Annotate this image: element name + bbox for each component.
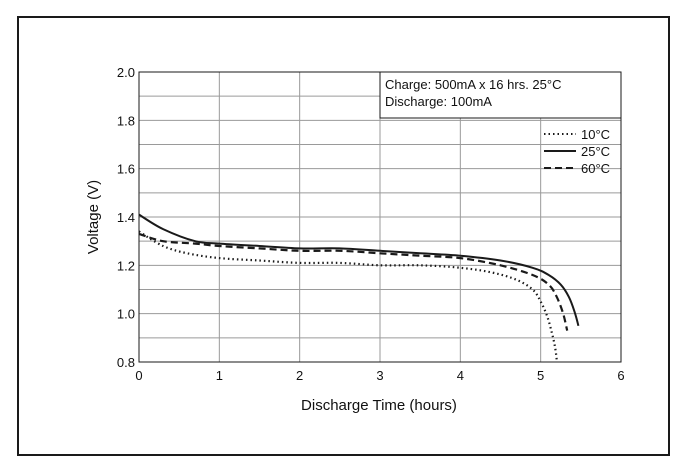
- y-tick-label: 0.8: [117, 355, 135, 370]
- series-lines: [138, 213, 580, 360]
- x-tick-label: 4: [457, 368, 464, 383]
- y-tick-label: 1.6: [117, 162, 135, 177]
- x-axis-title: Discharge Time (hours): [301, 397, 457, 414]
- y-tick-label: 1.0: [117, 307, 135, 322]
- x-tick-label: 3: [376, 368, 383, 383]
- annotation-charge: Charge: 500mA x 16 hrs. 25°C: [385, 77, 561, 92]
- x-tick-label: 2: [296, 368, 303, 383]
- x-tick-label: 5: [537, 368, 544, 383]
- annotation-discharge: Discharge: 100mA: [385, 94, 492, 109]
- y-tick-label: 1.2: [117, 258, 135, 273]
- legend-label-dashed: 60°C: [581, 161, 610, 176]
- series-line-solid: [138, 213, 580, 327]
- grid-lines: [139, 72, 621, 362]
- y-axis-ticks: 0.8 1.0 1.2 1.4 1.6 1.8 2.0: [117, 65, 135, 370]
- x-tick-label: 1: [216, 368, 223, 383]
- legend-label-dotted: 10°C: [581, 127, 610, 142]
- legend: 10°C 25°C 60°C: [544, 127, 610, 176]
- y-axis-title: Voltage (V): [85, 180, 102, 254]
- y-tick-label: 1.4: [117, 210, 135, 225]
- x-tick-label: 0: [135, 368, 142, 383]
- annotation-box: [379, 71, 622, 119]
- legend-label-solid: 25°C: [581, 144, 610, 159]
- x-axis-ticks: 0 1 2 3 4 5 6: [135, 368, 624, 383]
- y-tick-label: 1.8: [117, 113, 135, 128]
- y-tick-label: 2.0: [117, 65, 135, 80]
- x-tick-label: 6: [617, 368, 624, 383]
- series-line-dashed: [138, 232, 569, 331]
